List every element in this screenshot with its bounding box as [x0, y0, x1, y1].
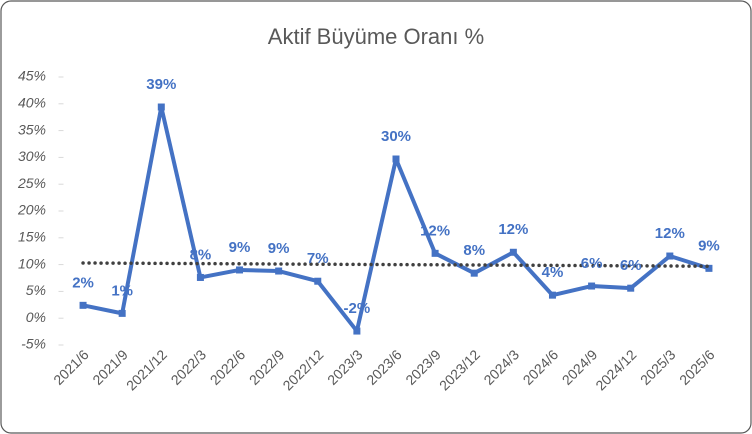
y-tick-label: 20%	[17, 202, 46, 218]
point	[705, 264, 713, 272]
data-label: -2%	[344, 300, 371, 317]
data-label: 8%	[463, 242, 485, 259]
data-label: 6%	[620, 257, 642, 274]
data-label: 12%	[655, 225, 685, 242]
data-label: 12%	[420, 222, 450, 239]
chart-title: Aktif Büyüme Oranı %	[268, 24, 484, 49]
data-label: 30%	[381, 128, 411, 145]
y-tick-label: 30%	[18, 148, 46, 164]
point	[392, 155, 400, 163]
point	[470, 269, 478, 277]
trendline	[81, 261, 711, 268]
data-label: 39%	[146, 76, 176, 93]
data-label: 8%	[190, 246, 212, 263]
data-label: 4%	[542, 264, 564, 281]
y-tick-label: 10%	[18, 255, 46, 271]
y-tick-label: 5%	[26, 282, 46, 298]
point	[157, 103, 165, 111]
point	[666, 252, 674, 260]
data-label: 9%	[268, 240, 290, 257]
y-tick-label: 25%	[17, 175, 46, 191]
data-label: 9%	[698, 237, 720, 254]
y-tick-label: -5%	[21, 336, 46, 352]
data-label: 7%	[307, 250, 329, 267]
point	[509, 248, 517, 256]
data-label: 9%	[229, 239, 251, 256]
data-label: 1%	[111, 282, 133, 299]
point	[236, 266, 244, 274]
point	[627, 284, 635, 292]
y-tick-label: 35%	[18, 121, 46, 137]
y-tick-label: 40%	[18, 95, 46, 111]
point	[353, 327, 361, 335]
data-label: 12%	[498, 221, 528, 238]
point	[548, 291, 556, 299]
y-tick-label: 45%	[18, 68, 46, 84]
point	[79, 301, 87, 309]
point	[275, 267, 283, 275]
y-tick-label: 15%	[18, 229, 46, 245]
point	[588, 282, 596, 290]
data-label: 2%	[72, 274, 94, 291]
point	[431, 249, 439, 257]
point	[314, 277, 322, 285]
y-tick-label: 0%	[26, 309, 46, 325]
data-label: 6%	[581, 255, 603, 272]
point	[196, 273, 204, 281]
point	[118, 309, 126, 317]
